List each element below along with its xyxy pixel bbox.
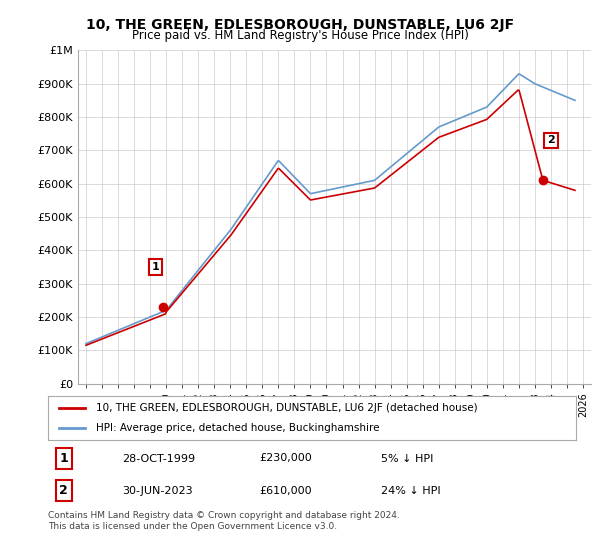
Text: Contains HM Land Registry data © Crown copyright and database right 2024.: Contains HM Land Registry data © Crown c… <box>48 511 400 520</box>
Text: This data is licensed under the Open Government Licence v3.0.: This data is licensed under the Open Gov… <box>48 522 337 531</box>
Text: 10, THE GREEN, EDLESBOROUGH, DUNSTABLE, LU6 2JF (detached house): 10, THE GREEN, EDLESBOROUGH, DUNSTABLE, … <box>95 403 477 413</box>
Text: £610,000: £610,000 <box>259 486 312 496</box>
Text: 1: 1 <box>152 262 160 272</box>
Text: 1: 1 <box>59 452 68 465</box>
Text: HPI: Average price, detached house, Buckinghamshire: HPI: Average price, detached house, Buck… <box>95 423 379 433</box>
Text: 28-OCT-1999: 28-OCT-1999 <box>122 454 195 464</box>
Text: 24% ↓ HPI: 24% ↓ HPI <box>380 486 440 496</box>
Text: Price paid vs. HM Land Registry's House Price Index (HPI): Price paid vs. HM Land Registry's House … <box>131 29 469 42</box>
Text: 2: 2 <box>547 136 555 146</box>
Text: 10, THE GREEN, EDLESBOROUGH, DUNSTABLE, LU6 2JF: 10, THE GREEN, EDLESBOROUGH, DUNSTABLE, … <box>86 18 514 32</box>
Text: 5% ↓ HPI: 5% ↓ HPI <box>380 454 433 464</box>
Text: 2: 2 <box>59 484 68 497</box>
Text: 30-JUN-2023: 30-JUN-2023 <box>122 486 193 496</box>
Text: £230,000: £230,000 <box>259 454 312 464</box>
